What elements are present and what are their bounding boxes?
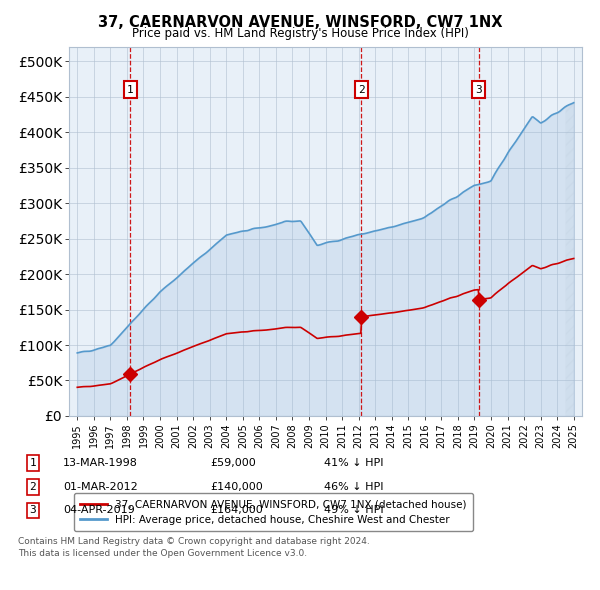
Text: Price paid vs. HM Land Registry's House Price Index (HPI): Price paid vs. HM Land Registry's House … bbox=[131, 27, 469, 40]
Text: £59,000: £59,000 bbox=[210, 458, 256, 468]
Text: 46% ↓ HPI: 46% ↓ HPI bbox=[324, 482, 383, 491]
Text: 1: 1 bbox=[127, 85, 134, 95]
Text: 3: 3 bbox=[29, 506, 37, 515]
Text: 49% ↓ HPI: 49% ↓ HPI bbox=[324, 506, 383, 515]
Text: £140,000: £140,000 bbox=[210, 482, 263, 491]
Text: 3: 3 bbox=[475, 85, 482, 95]
Text: 37, CAERNARVON AVENUE, WINSFORD, CW7 1NX: 37, CAERNARVON AVENUE, WINSFORD, CW7 1NX bbox=[98, 15, 502, 30]
Legend: 37, CAERNARVON AVENUE, WINSFORD, CW7 1NX (detached house), HPI: Average price, d: 37, CAERNARVON AVENUE, WINSFORD, CW7 1NX… bbox=[74, 493, 473, 531]
Text: 2: 2 bbox=[358, 85, 365, 95]
Text: 41% ↓ HPI: 41% ↓ HPI bbox=[324, 458, 383, 468]
Text: Contains HM Land Registry data © Crown copyright and database right 2024.: Contains HM Land Registry data © Crown c… bbox=[18, 537, 370, 546]
Text: £164,000: £164,000 bbox=[210, 506, 263, 515]
Text: 01-MAR-2012: 01-MAR-2012 bbox=[63, 482, 138, 491]
Text: This data is licensed under the Open Government Licence v3.0.: This data is licensed under the Open Gov… bbox=[18, 549, 307, 558]
Text: 1: 1 bbox=[29, 458, 37, 468]
Text: 2: 2 bbox=[29, 482, 37, 491]
Text: 13-MAR-1998: 13-MAR-1998 bbox=[63, 458, 138, 468]
Text: 04-APR-2019: 04-APR-2019 bbox=[63, 506, 135, 515]
